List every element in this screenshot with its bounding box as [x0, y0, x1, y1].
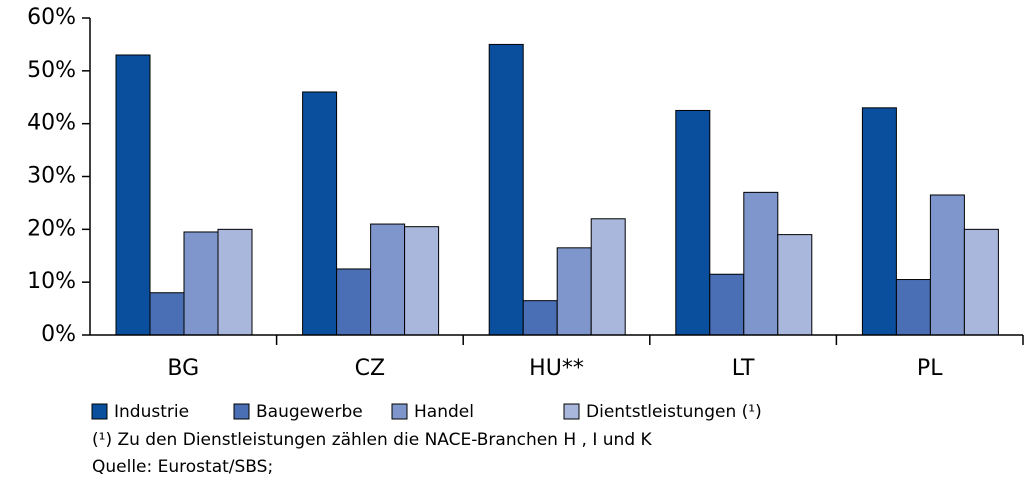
x-tick-label: HU**	[529, 356, 584, 381]
legend-swatch	[391, 403, 408, 420]
bar	[861, 107, 897, 336]
bar	[675, 109, 711, 336]
y-tick-label: 30%	[27, 164, 76, 189]
bar	[963, 228, 999, 336]
y-tick-label: 50%	[27, 58, 76, 83]
x-tick-label: LT	[732, 356, 755, 381]
y-tick-label: 20%	[27, 216, 76, 241]
bar	[743, 191, 779, 336]
legend-label: Dientstleistungen (¹)	[586, 402, 762, 422]
bar	[709, 273, 745, 336]
bar	[488, 43, 524, 336]
bar	[370, 223, 406, 336]
y-tick-label: 40%	[27, 111, 76, 136]
bar	[336, 268, 372, 336]
y-tick-label: 60%	[27, 5, 76, 30]
bar	[522, 300, 558, 336]
y-tick-label: 0%	[41, 322, 76, 347]
footnote: (¹) Zu den Dienstleistungen zählen die N…	[92, 430, 653, 450]
x-tick-label: PL	[917, 356, 943, 381]
bar	[302, 91, 338, 336]
y-tick-label: 10%	[27, 269, 76, 294]
bar	[777, 234, 813, 336]
bar	[115, 54, 151, 336]
x-tick-label: BG	[167, 356, 199, 381]
bar	[556, 247, 592, 336]
legend-label: Industrie	[114, 402, 189, 422]
legend-swatch	[233, 403, 250, 420]
bar	[183, 231, 219, 336]
legend-label: Handel	[414, 402, 474, 422]
legend-swatch	[91, 403, 108, 420]
legend-swatch	[563, 403, 580, 420]
bar	[149, 292, 185, 336]
bar	[404, 226, 440, 336]
x-tick-label: CZ	[355, 356, 385, 381]
legend-label: Baugewerbe	[256, 402, 363, 422]
bar	[929, 194, 965, 336]
footnote: Quelle: Eurostat/SBS;	[92, 457, 273, 477]
bar	[895, 279, 931, 336]
bar	[590, 218, 626, 336]
bar	[217, 228, 253, 336]
